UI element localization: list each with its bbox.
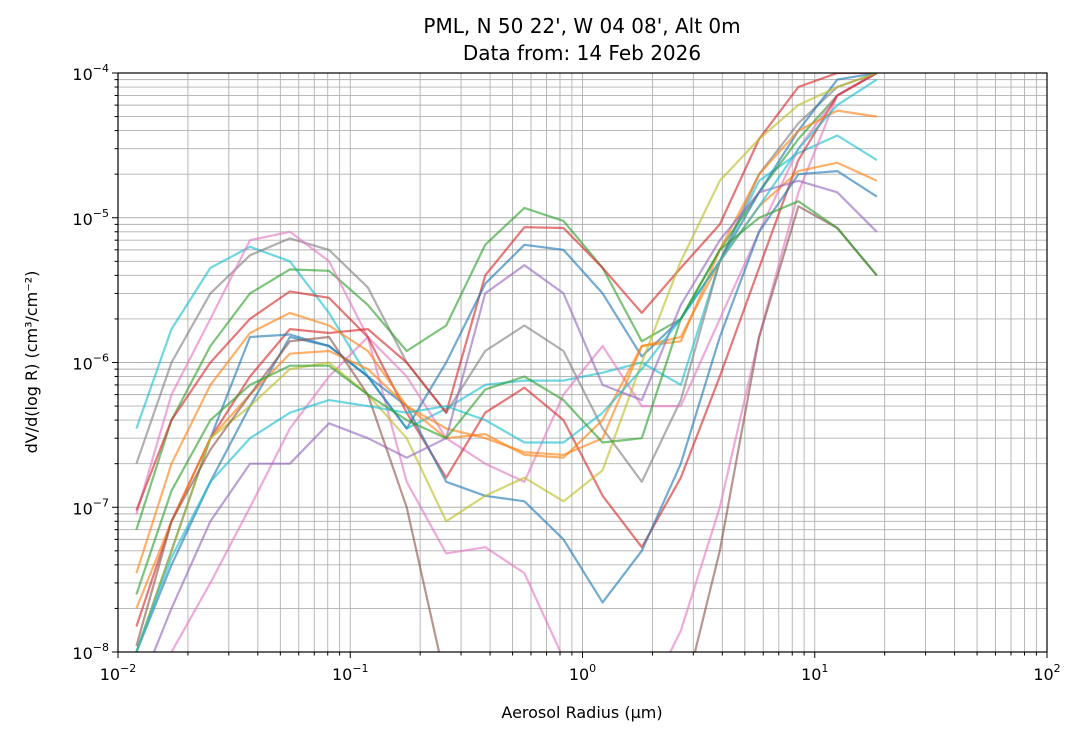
x-tick-labels: 10−2 10−1 100 101 102: [100, 662, 1061, 684]
y-tick-label: 10−4: [72, 62, 109, 84]
y-tick-label: 10−7: [72, 496, 109, 518]
series-line-14: [135, 205, 878, 652]
x-tick-label: 10−2: [100, 662, 137, 684]
series-line-5: [170, 73, 878, 652]
chart-title-line-2: Data from: 14 Feb 2026: [463, 41, 701, 65]
series-line-12: [135, 73, 878, 652]
series-line-13: [152, 179, 878, 652]
y-tick-label: 10−8: [72, 641, 109, 663]
series-line-6: [135, 73, 878, 549]
y-tick-label: 10−6: [72, 352, 109, 374]
x-axis-label: Aerosol Radius (μm): [501, 703, 662, 722]
series-line-16: [135, 200, 878, 595]
y-tick-label: 10−5: [72, 207, 109, 229]
x-tick-label: 102: [1033, 662, 1060, 684]
series-line-7: [135, 73, 877, 627]
series-line-9: [135, 73, 877, 652]
y-tick-labels: 10−8 10−7 10−6 10−5 10−4: [72, 62, 109, 663]
series-line-15: [135, 78, 878, 652]
y-axis-label: dV/d(log R) (cm³/cm⁻²): [22, 271, 41, 454]
x-tick-label: 101: [801, 662, 828, 684]
series-line-8: [135, 170, 878, 652]
series-group: [135, 73, 878, 652]
plot-frame: [117, 72, 1048, 653]
x-tick-label: 10−1: [332, 662, 369, 684]
chart-title-line-1: PML, N 50 22', W 04 08', Alt 0m: [423, 14, 740, 38]
x-tick-label: 100: [569, 662, 596, 684]
